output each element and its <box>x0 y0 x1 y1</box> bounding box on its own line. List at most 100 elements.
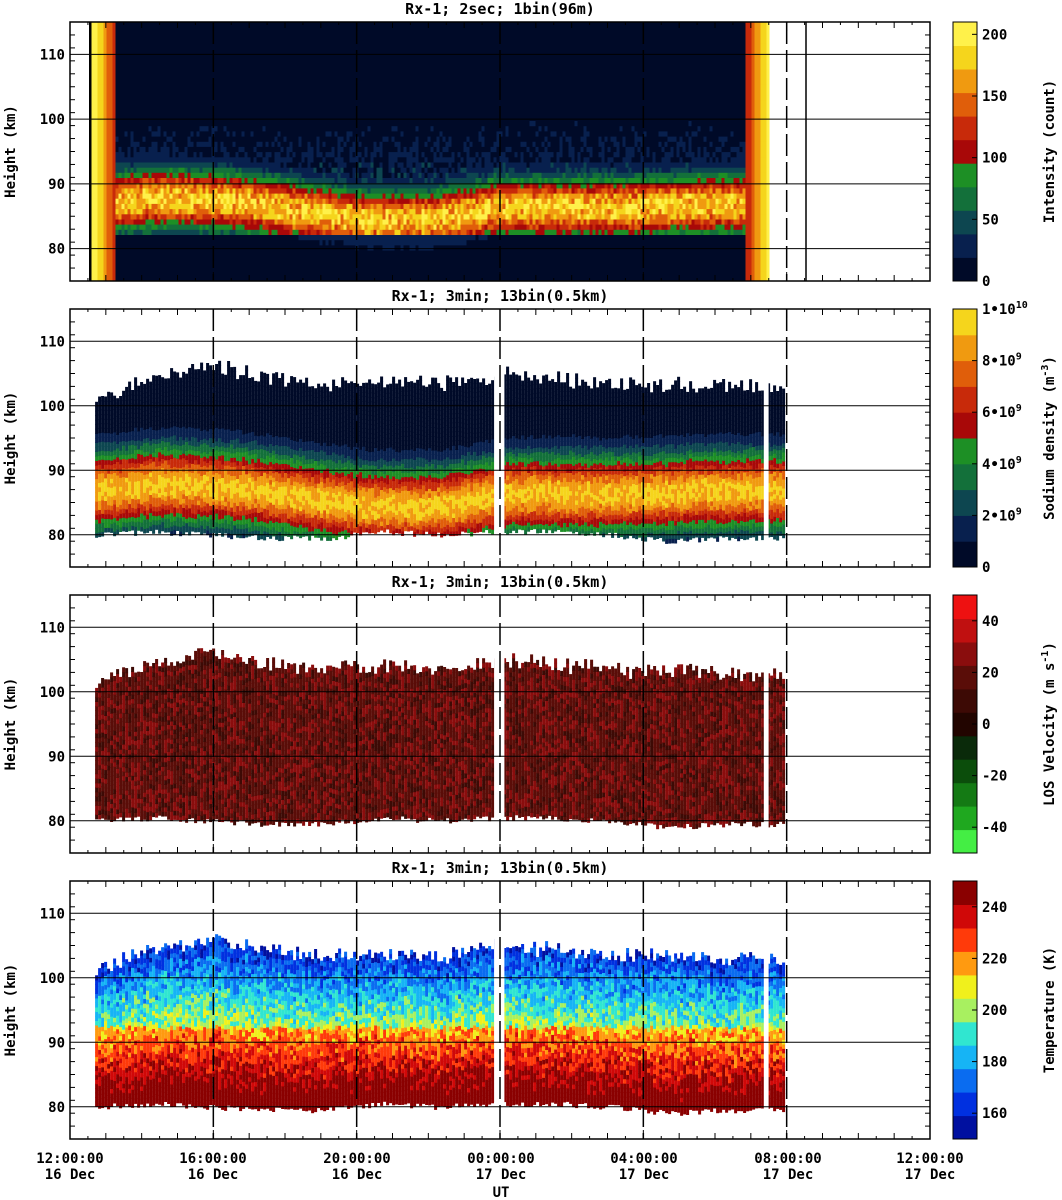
y-tick-label-90: 90 <box>48 463 65 479</box>
colorbar-tick-label: -40 <box>982 820 1007 836</box>
x-tick-time-1: 16:00:00 <box>179 1151 246 1167</box>
data-gap-1 <box>763 595 769 853</box>
colorbar-swatch <box>953 641 977 666</box>
colorbar-swatch <box>953 139 977 164</box>
colorbar-tick-label: 200 <box>982 27 1007 43</box>
colorbar-tick-label: 200 <box>982 1003 1007 1019</box>
colorbar-swatch <box>953 974 977 999</box>
colorbar-tick-label: 1•1010 <box>982 300 1028 318</box>
colorbar-tick-label: 240 <box>982 900 1007 916</box>
y-tick-label-100: 100 <box>40 971 65 987</box>
colorbar-swatch <box>953 927 977 952</box>
colorbar-swatch <box>953 386 977 413</box>
colorbar-swatch <box>953 1092 977 1117</box>
y-tick-label-110: 110 <box>40 47 65 63</box>
colorbar-tick-label: 180 <box>982 1055 1007 1071</box>
panel-title: Rx-1; 3min; 13bin(0.5km) <box>392 287 609 305</box>
colorbar-swatch <box>953 334 977 362</box>
colorbar-sodium: 0 2•109 4•109 6•109 8•109 1•1010 Sodium densit… <box>952 300 1058 576</box>
y-tick-label-110: 110 <box>40 620 65 636</box>
panel-intensity: 80 90 100 110 Height (km) Rx-1; 2sec; 1bin(96… <box>3 0 1058 290</box>
colorbar-frame <box>952 308 978 568</box>
panel-velocity: 80 90 100 110 Height (km) Rx-1; 3min; 13bin(0… <box>3 573 1058 854</box>
colorbar-label: Temperature (K) <box>1042 947 1058 1073</box>
colorbar-swatch <box>953 1045 977 1070</box>
y-tick-label-80: 80 <box>48 242 65 258</box>
colorbar-tick-label: 0 <box>982 560 990 576</box>
colorbar-swatch <box>953 829 977 854</box>
panel-intensity-data <box>89 22 807 281</box>
panels-layer: 80 90 100 110 Height (km) Rx-1; 2sec; 1bin(96… <box>3 0 1058 1140</box>
x-tick-date-4: 17 Dec <box>619 1167 670 1183</box>
colorbar-swatch <box>953 438 977 465</box>
colorbar-swatch <box>953 665 977 690</box>
colorbar-swatch <box>953 210 977 235</box>
data-gap-1 <box>763 881 769 1139</box>
colorbar-label: LOS Velocity (m s-1) <box>1040 642 1058 806</box>
colorbar-swatch <box>953 92 977 117</box>
colorbar-tick-label: 6•109 <box>982 403 1022 421</box>
colorbar-tick-label: -20 <box>982 769 1007 785</box>
y-tick-label-80: 80 <box>48 1100 65 1116</box>
x-tick-time-3: 00:00:00 <box>467 1151 534 1167</box>
panel-title: Rx-1; 2sec; 1bin(96m) <box>405 0 595 18</box>
colorbar-swatch <box>953 515 977 542</box>
colorbar-swatch <box>953 163 977 188</box>
y-axis-label: Height (km) <box>3 105 19 198</box>
colorbar-swatch <box>953 595 977 619</box>
x-tick-time-4: 04:00:00 <box>610 1151 677 1167</box>
colorbar-tick-label: 40 <box>982 614 999 630</box>
colorbar-tick-label: 0 <box>982 717 990 733</box>
colorbar-swatch <box>953 688 977 713</box>
colorbar-tick-label: 50 <box>982 212 999 228</box>
colorbar-swatch <box>953 904 977 929</box>
panel-sodium-data <box>95 309 786 567</box>
colorbar-swatch <box>953 412 977 439</box>
y-axis-label: Height (km) <box>3 392 19 485</box>
x-axis-labels: 12:00:00 16 Dec 16:00:00 16 Dec 20:00:00… <box>36 1151 963 1200</box>
colorbar-swatch <box>953 116 977 141</box>
x-tick-time-6: 12:00:00 <box>896 1151 963 1167</box>
colorbar-tick-label: 160 <box>982 1106 1007 1122</box>
x-tick-date-2: 16 Dec <box>332 1167 383 1183</box>
x-tick-date-1: 16 Dec <box>188 1167 239 1183</box>
y-tick-label-90: 90 <box>48 1035 65 1051</box>
y-tick-label-110: 110 <box>40 906 65 922</box>
colorbar-frame <box>952 21 978 282</box>
colorbar-label: Intensity (count) <box>1042 80 1058 223</box>
colorbar-swatch <box>953 233 977 258</box>
x-tick-date-3: 17 Dec <box>476 1167 527 1183</box>
colorbar-tick-label: 2•109 <box>982 506 1022 524</box>
colorbar-swatch <box>953 360 977 387</box>
panel-title: Rx-1; 3min; 13bin(0.5km) <box>392 859 609 877</box>
x-tick-date-0: 16 Dec <box>45 1167 96 1183</box>
colorbar-swatch <box>953 759 977 784</box>
panel-title: Rx-1; 3min; 13bin(0.5km) <box>392 573 609 591</box>
x-tick-time-2: 20:00:00 <box>323 1151 390 1167</box>
x-axis-label: UT <box>493 1185 510 1200</box>
colorbar-tick-label: 220 <box>982 951 1007 967</box>
colorbar-temperature: 160 180 200 220 240 Temperature (K) <box>952 880 1058 1140</box>
y-tick-label-100: 100 <box>40 685 65 701</box>
colorbar-tick-label: 20 <box>982 665 999 681</box>
colorbar-tick-label: 8•109 <box>982 352 1022 370</box>
colorbar-swatch <box>953 881 977 905</box>
y-axis-label: Height (km) <box>3 678 19 771</box>
y-tick-label-110: 110 <box>40 334 65 350</box>
panel-temperature-data <box>95 881 786 1139</box>
panel-sodium: 80 90 100 110 Height (km) Rx-1; 3min; 13bin(0… <box>3 287 1058 576</box>
colorbar-swatch <box>953 782 977 807</box>
x-tick-time-5: 08:00:00 <box>754 1151 821 1167</box>
colorbar-tick-label: 4•109 <box>982 455 1022 473</box>
colorbar-swatch <box>953 309 977 336</box>
colorbar-swatch <box>953 69 977 94</box>
y-tick-label-90: 90 <box>48 177 65 193</box>
x-tick-date-5: 17 Dec <box>763 1167 814 1183</box>
colorbar-label: Sodium density (m-3) <box>1040 356 1058 520</box>
y-tick-label-90: 90 <box>48 749 65 765</box>
colorbar-tick-label: 100 <box>982 151 1007 167</box>
colorbar-swatch <box>953 1115 977 1140</box>
data-gap-1 <box>763 309 769 567</box>
colorbar-tick-label: 0 <box>982 274 990 290</box>
